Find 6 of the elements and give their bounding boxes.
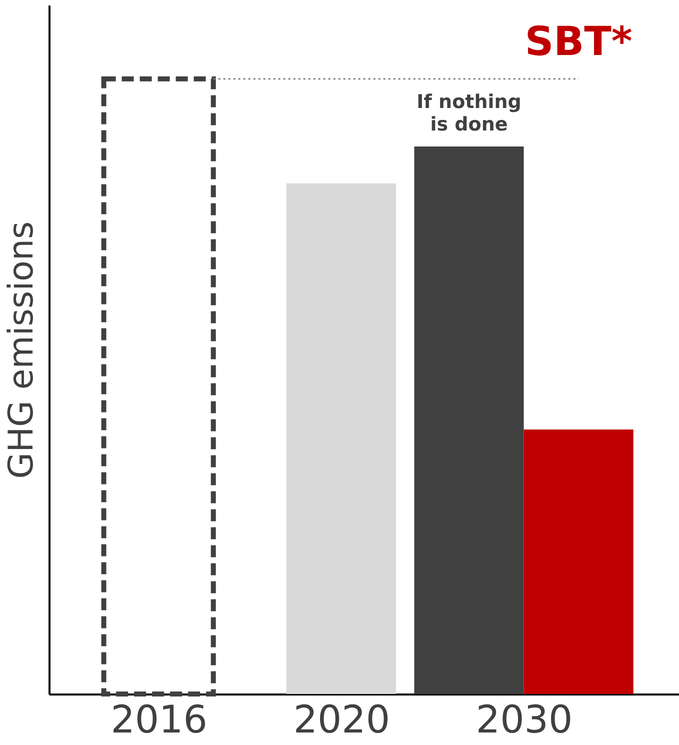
x-tick-label: 2030: [476, 698, 573, 742]
x-tick-label: 2016: [110, 698, 208, 742]
x-tick-label: 2020: [293, 698, 390, 742]
text: SBT*: [524, 18, 632, 65]
series-label: If nothing is done: [416, 90, 522, 136]
y-axis-title: GHG emissions: [2, 221, 42, 479]
